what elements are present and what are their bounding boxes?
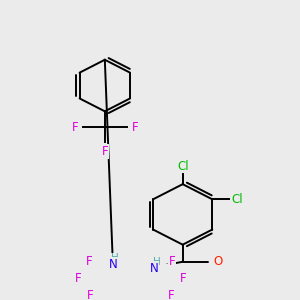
Text: N: N [109, 258, 117, 271]
Text: Cl: Cl [232, 193, 243, 206]
Text: F: F [75, 272, 82, 285]
Text: F: F [86, 255, 92, 268]
Text: F: F [167, 290, 174, 300]
Text: N: N [150, 262, 159, 275]
Text: H: H [111, 253, 119, 263]
Text: F: F [71, 121, 78, 134]
Text: H: H [153, 257, 161, 267]
Text: Cl: Cl [177, 160, 188, 173]
Text: F: F [132, 121, 138, 134]
Text: F: F [180, 272, 186, 285]
Text: F: F [87, 290, 94, 300]
Text: F: F [101, 145, 108, 158]
Text: O: O [213, 255, 223, 268]
Text: F: F [169, 255, 175, 268]
